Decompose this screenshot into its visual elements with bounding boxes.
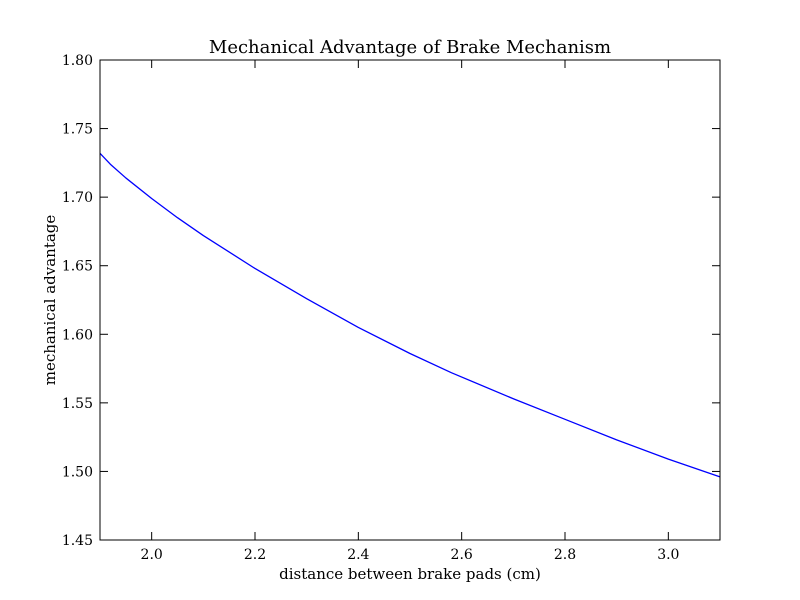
x-tick-label: 2.2 bbox=[244, 547, 266, 563]
y-tick-label: 1.45 bbox=[62, 533, 93, 549]
series-layer bbox=[99, 152, 721, 478]
plot-frame bbox=[99, 59, 721, 541]
y-tick-label: 1.65 bbox=[62, 259, 93, 275]
series-line bbox=[99, 152, 721, 478]
x-axis-ticks: 2.0 2.2 2.4 2.6 2.8 3.0 bbox=[141, 60, 679, 563]
x-tick-label: 2.6 bbox=[451, 547, 473, 563]
y-tick-label: 1.50 bbox=[62, 464, 93, 480]
x-tick-label: 2.8 bbox=[554, 547, 576, 563]
y-tick-label: 1.70 bbox=[62, 190, 93, 206]
x-tick-label: 2.0 bbox=[141, 547, 163, 563]
x-axis-label: distance between brake pads (cm) bbox=[279, 565, 541, 583]
y-tick-label: 1.80 bbox=[62, 53, 93, 69]
y-tick-label: 1.55 bbox=[62, 396, 93, 412]
chart-title: Mechanical Advantage of Brake Mechanism bbox=[209, 37, 611, 58]
x-tick-label: 2.4 bbox=[347, 547, 369, 563]
y-axis-label: mechanical advantage bbox=[41, 215, 59, 386]
y-tick-label: 1.75 bbox=[62, 122, 93, 138]
y-tick-label: 1.60 bbox=[62, 327, 93, 343]
x-tick-label: 3.0 bbox=[657, 547, 679, 563]
